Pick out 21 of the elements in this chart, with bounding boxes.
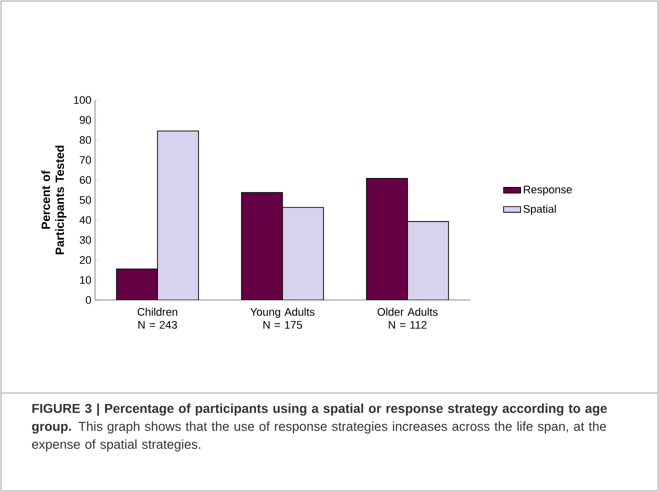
y-tick-label: 20	[80, 256, 92, 264]
legend-label: Spatial	[523, 204, 556, 215]
bar	[366, 178, 408, 300]
bar	[116, 268, 158, 300]
legend-label: Response	[524, 186, 572, 196]
y-tick-label: 50	[80, 196, 92, 204]
bar	[241, 192, 283, 300]
y-tick-label: 30	[80, 236, 92, 244]
text: FIGURE 3 | Percentage of participants using a spatial or response strategy according to age group. This graph shows that the use of response strategies increases across the life span, at the expense of spatial strategies.	[32, 404, 607, 452]
y-tick-label: 60	[80, 176, 92, 184]
y-tick-label: 90	[80, 116, 92, 124]
y-tick-label: 0	[86, 296, 92, 304]
y-axis-title: Percent of Participants Tested	[41, 146, 66, 254]
y-tick-label: 100	[74, 96, 92, 104]
y-tick-label: 70	[80, 156, 92, 164]
y-tick-label: 80	[80, 136, 92, 144]
x-tick-label: Young Adults N = 175	[250, 308, 314, 329]
y-tick-label: 40	[80, 216, 92, 224]
x-tick-label: Children N = 243	[138, 308, 178, 329]
x-tick-label: Older Adults N = 112	[378, 308, 438, 329]
y-tick-label: 10	[80, 276, 92, 284]
